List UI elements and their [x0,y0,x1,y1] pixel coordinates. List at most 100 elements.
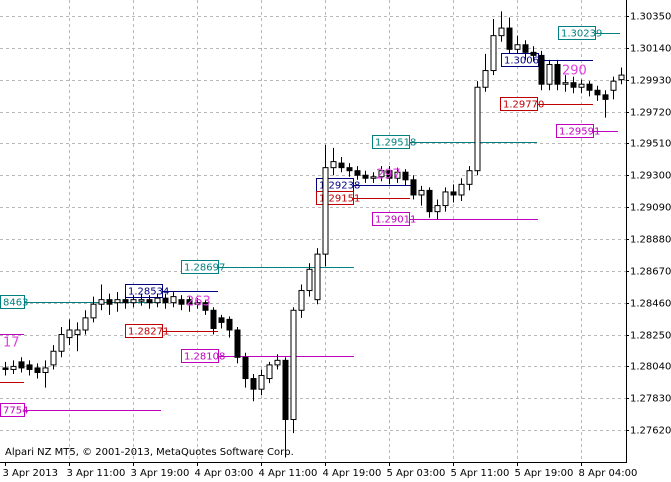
level-box [0,403,25,417]
candle-body [346,167,353,172]
candle-body [106,299,113,305]
candle-body [570,82,577,88]
candle-body [26,364,33,370]
candle-body [258,375,265,390]
candle-body [242,356,249,380]
annotation: 297 [376,168,401,183]
candles [2,11,625,458]
candle-body [178,299,185,305]
level-label: 1.29591 [559,127,600,138]
candle-body [202,302,209,311]
candle-body [450,191,457,196]
candle-body [538,54,545,85]
x-tick-label: 3 Apr 19:00 [131,468,190,479]
x-tick-label: 4 Apr 03:00 [195,468,254,479]
candle-body [578,83,585,88]
level-label: 1.30060 [504,56,545,67]
labels: 1.30350 1.30140 1.29930 1.29720 1.29510 1.293… [3,12,671,480]
candle-body [90,303,97,319]
candle-body [330,161,337,169]
level-box [181,349,219,363]
level-label: 1.29011 [375,215,416,226]
x-tick-label: 8 Apr 04:00 [579,468,638,479]
candle-body [170,296,177,304]
candle-body [234,329,241,358]
candle-body [402,171,409,181]
y-tick-label: 1.30350 [630,12,671,23]
candle-body [498,27,505,37]
candle-body [66,329,73,339]
candle-body [282,359,289,421]
candle-body [226,318,233,331]
candle-body [354,170,361,176]
candle-body [506,27,513,50]
candle-body [130,299,137,304]
candle-body [586,83,593,91]
candle-body [210,309,217,329]
x-tick-label: 5 Apr 19:00 [515,468,574,479]
candle-body [290,309,297,421]
candle-body [546,63,553,85]
candle-body [466,170,473,185]
y-tick-label: 1.29930 [630,76,671,87]
candle-body [114,299,121,304]
level-label: 1.29518 [375,138,416,149]
level-label: 7754 [3,406,28,417]
candle-body [338,162,345,169]
candle-body [274,359,281,366]
candle-body [122,299,129,304]
candle-body [250,378,257,390]
x-tick-label: 5 Apr 11:00 [451,468,510,479]
y-tick-label: 1.28040 [630,362,671,373]
annotation: 290 [562,64,587,79]
candle-body [370,176,377,179]
candle-body [18,361,25,369]
y-tick-label: 1.28250 [630,331,671,342]
candle-body [74,329,81,336]
level-box [181,260,219,274]
y-tick-label: 1.29720 [630,108,671,119]
candle-body [602,94,609,100]
x-tick-label: 4 Apr 19:00 [323,468,382,479]
level-box [372,135,410,149]
candle-body [34,367,41,373]
y-tick-label: 1.28460 [630,299,671,310]
candle-body [2,367,9,370]
candle-body [82,317,89,331]
y-tick-label: 1.29090 [630,203,671,214]
y-tick-label: 1.28880 [630,235,671,246]
level-label: 1.29238 [319,181,360,192]
candle-body [298,290,305,311]
candle-body [50,350,57,366]
levels: 1.30239 1.30060 1.29770 1.29591 1.29518 1.292… [0,26,620,417]
candle-body [266,364,273,380]
y-tick-label: 1.27830 [630,394,671,405]
candle-body [154,297,161,304]
annotation: 17 [3,336,20,351]
candle-body [522,44,529,53]
candle-body [458,183,465,196]
level-label: 1.30239 [561,29,602,40]
candle-body [426,189,433,213]
candle-body [530,51,537,56]
candle-body [410,179,417,196]
candle-body [618,74,625,81]
candle-body [306,268,313,292]
candle-body [194,302,201,305]
y-tick-label: 1.30140 [630,44,671,55]
candle-body [418,189,425,196]
level-box [500,97,538,111]
candle-body [10,365,17,370]
candle-body [146,299,153,304]
candle-body [474,86,481,172]
candle-body [362,174,369,179]
annotation: 263 [186,295,211,310]
x-tick-label: 3 Apr 2013 [3,468,58,479]
candle-body [442,191,449,207]
candle-body [394,171,401,179]
candle-body [42,367,49,373]
candle-body [322,167,329,255]
level-label: 8463 [3,298,28,309]
candle-body [482,70,489,88]
